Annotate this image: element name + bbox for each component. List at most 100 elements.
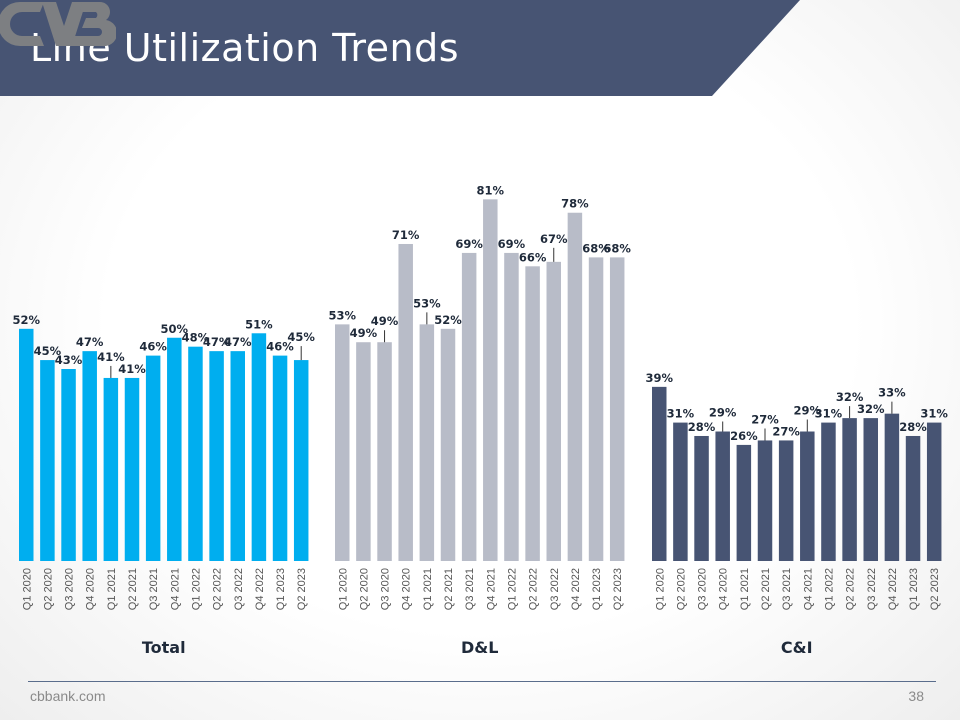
tick-label-dandl-q2-2021: Q2 2021 [443,568,455,610]
bar-total-q3-2022 [230,351,245,561]
bar-dandl-q2-2020 [356,342,371,561]
bar-total-q2-2021 [124,377,140,561]
tick-label-candi-q1-2023: Q1 2023 [908,568,920,610]
data-label-candi-q4-2020: 29% [709,406,737,420]
bar-dandl-q3-2022 [546,261,561,561]
bar-candi-q1-2021 [736,444,752,561]
tick-label-total-q3-2022: Q3 2022 [233,568,245,610]
bar-total-q4-2022 [251,333,267,561]
tick-label-dandl-q1-2020: Q1 2020 [337,568,349,610]
bar-candi-q4-2021 [800,431,815,561]
data-label-dandl-q4-2021: 81% [477,183,505,197]
group-label-candi: C&I [781,638,813,657]
data-label-dandl-q3-2021: 69% [455,237,483,251]
data-label-candi-q1-2022: 31% [815,407,843,421]
bar-candi-q1-2023 [905,435,921,561]
bar-dandl-q1-2021 [419,324,435,561]
bar-dandl-q3-2021 [461,252,477,562]
data-label-dandl-q3-2020: 49% [371,314,399,328]
tick-label-candi-q3-2022: Q3 2022 [866,568,878,610]
tick-label-total-q2-2023: Q2 2023 [296,568,308,610]
data-label-total-q1-2022: 48% [182,331,210,345]
bar-dandl-q1-2020 [335,324,350,561]
data-label-total-q3-2021: 46% [139,340,167,354]
bar-candi-q2-2022 [842,418,857,561]
bar-total-q3-2021 [145,355,161,561]
tick-label-dandl-q3-2022: Q3 2022 [549,568,561,610]
data-label-dandl-q1-2023: 68% [582,241,610,255]
bar-dandl-q4-2021 [483,199,498,561]
bar-dandl-q2-2023 [609,257,625,561]
data-label-candi-q2-2022: 32% [836,390,864,404]
bar-dandl-q1-2022 [504,252,519,562]
bar-dandl-q4-2022 [567,212,583,562]
tick-label-dandl-q3-2020: Q3 2020 [380,568,392,610]
tick-label-candi-q2-2020: Q2 2020 [675,568,687,610]
bar-dandl-q3-2020 [377,342,392,561]
data-label-dandl-q2-2023: 68% [603,241,631,255]
bar-dandl-q1-2023 [588,257,604,561]
tick-label-candi-q1-2022: Q1 2022 [823,568,835,610]
tick-label-dandl-q1-2022: Q1 2022 [506,568,518,610]
data-label-total-q3-2022: 47% [224,335,252,349]
tick-label-dandl-q2-2023: Q2 2023 [612,568,624,610]
tick-label-total-q2-2021: Q2 2021 [127,568,139,610]
bar-candi-q3-2021 [778,440,794,561]
tick-label-dandl-q1-2021: Q1 2021 [422,568,434,610]
bar-candi-q2-2021 [757,440,773,561]
bar-total-q3-2020 [61,369,76,561]
tick-label-total-q1-2022: Q1 2022 [190,568,202,610]
bar-candi-q2-2023 [926,422,942,561]
tick-label-candi-q3-2020: Q3 2020 [697,568,709,610]
data-label-candi-q4-2022: 33% [878,386,906,400]
data-label-candi-q2-2020: 31% [667,407,695,421]
data-label-total-q4-2021: 50% [161,322,189,336]
data-label-dandl-q1-2022: 69% [498,237,526,251]
data-label-total-q2-2022: 47% [203,335,231,349]
data-label-candi-q1-2020: 39% [645,371,673,385]
bar-candi-q1-2020 [652,386,667,561]
tick-label-dandl-q4-2021: Q4 2021 [485,568,497,610]
tick-label-dandl-q1-2023: Q1 2023 [591,568,603,610]
tick-label-dandl-q4-2020: Q4 2020 [401,568,413,610]
data-label-total-q1-2023: 46% [266,340,294,354]
bar-candi-q3-2020 [694,435,709,561]
data-label-dandl-q1-2021: 53% [413,296,441,310]
data-label-dandl-q3-2022: 67% [540,232,568,246]
data-label-total-q4-2022: 51% [245,317,273,331]
tick-label-total-q4-2020: Q4 2020 [85,568,97,610]
tick-label-dandl-q2-2022: Q2 2022 [528,568,540,610]
header-band [0,0,800,96]
tick-label-candi-q3-2021: Q3 2021 [781,568,793,610]
data-label-candi-q2-2021: 27% [751,412,779,426]
page-number: 38 [908,688,924,704]
tick-label-dandl-q3-2021: Q3 2021 [464,568,476,610]
tick-label-total-q2-2020: Q2 2020 [42,568,54,610]
tick-label-total-q3-2020: Q3 2020 [64,568,76,610]
header-banner: Line Utilization Trends [0,0,960,96]
data-label-dandl-q4-2022: 78% [561,197,589,211]
bar-total-q1-2021 [103,377,119,561]
group-label-dandl: D&L [461,638,498,657]
data-label-total-q2-2023: 45% [287,330,315,344]
tick-label-total-q2-2022: Q2 2022 [212,568,224,610]
data-label-candi-q4-2021: 29% [794,404,822,418]
bar-candi-q2-2020 [673,422,688,561]
bar-dandl-q2-2022 [525,266,540,561]
data-label-total-q2-2020: 45% [34,344,62,358]
tick-label-candi-q4-2020: Q4 2020 [718,568,730,610]
bar-total-q2-2023 [293,360,309,561]
tick-label-dandl-q2-2020: Q2 2020 [358,568,370,610]
tick-label-total-q1-2020: Q1 2020 [21,568,33,610]
data-label-dandl-q4-2020: 71% [392,228,420,242]
bar-total-q4-2020 [82,351,97,561]
tick-label-total-q1-2021: Q1 2021 [106,568,118,610]
group-label-total: Total [142,638,186,657]
bar-dandl-q2-2021 [440,328,456,561]
footer-divider [28,681,936,682]
bar-candi-q3-2022 [863,418,878,561]
bar-total-q1-2023 [272,355,288,561]
page-title: Line Utilization Trends [30,26,460,70]
cvb-logo-icon [0,2,116,47]
